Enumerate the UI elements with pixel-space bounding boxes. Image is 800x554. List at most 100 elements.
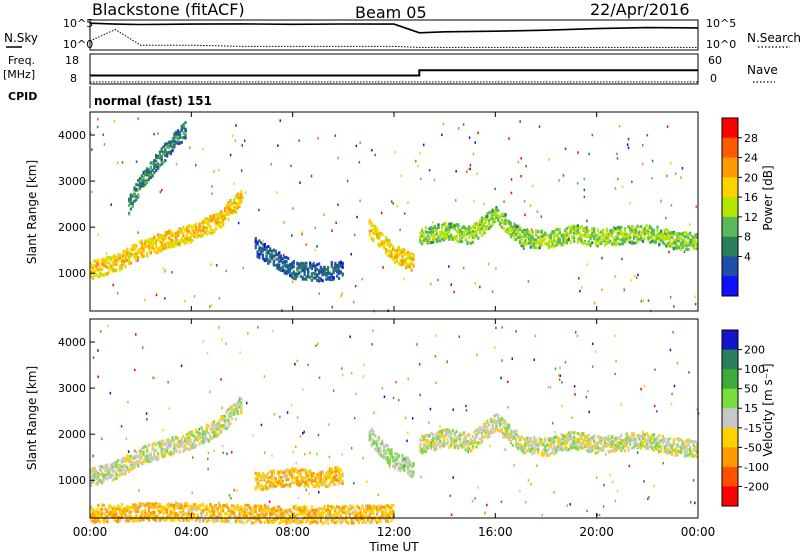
power-band-3	[674, 232, 677, 236]
power-band-3	[591, 229, 594, 232]
power-speckle	[601, 256, 603, 260]
velocity-band-3	[580, 446, 583, 450]
velocity-speckle	[302, 432, 304, 435]
velocity-band-0	[108, 467, 111, 471]
velocity-band-2	[403, 466, 406, 469]
velocity-band-1	[272, 476, 275, 480]
power-speckle	[215, 264, 218, 267]
power-band-1	[325, 267, 328, 271]
velocity-band-0	[189, 430, 192, 434]
velocity-band-3	[573, 442, 576, 446]
power-band-3	[565, 227, 569, 230]
velocity-band-3	[636, 445, 639, 448]
power-band-3	[672, 232, 675, 236]
velocity-band-3	[471, 444, 474, 448]
power-band-0	[175, 235, 178, 239]
velocity-band-0	[111, 473, 114, 477]
power-band-3	[661, 233, 664, 237]
velocity-band-3	[551, 447, 554, 451]
power-speckle	[350, 253, 352, 256]
velocity-speckle	[366, 480, 368, 483]
power-band-0	[111, 269, 114, 273]
power-band-4	[155, 155, 158, 159]
power-band-3	[623, 240, 626, 244]
velocity-band-0	[117, 465, 120, 469]
power-speckle	[529, 204, 532, 207]
power-band-3	[629, 236, 632, 240]
velocity-band-3	[426, 434, 429, 437]
velocity-band-3	[544, 452, 547, 456]
velocity-band-0	[213, 420, 216, 424]
power-band-3	[634, 233, 637, 237]
power-band-3	[547, 240, 550, 244]
velocity-band-3	[629, 438, 632, 442]
velocity-band-3	[475, 445, 478, 449]
power-band-0	[122, 261, 125, 265]
power-band-1	[267, 251, 270, 255]
power-band-3	[556, 228, 560, 231]
velocity-band-0	[187, 440, 190, 444]
power-band-2	[408, 255, 411, 259]
velocity-band-3	[432, 441, 435, 445]
power-speckle	[564, 147, 567, 150]
power-band-3	[616, 227, 619, 231]
power-band-1	[325, 274, 328, 278]
power-band-3	[683, 231, 686, 235]
power-band-1	[301, 277, 304, 281]
power-band-4	[164, 148, 167, 152]
velocity-band-1	[292, 470, 295, 474]
power-band-3	[538, 235, 541, 239]
power-band-3	[641, 229, 645, 233]
power-band-3	[585, 230, 588, 234]
velocity-speckle	[134, 368, 136, 372]
velocity-band-1	[325, 478, 328, 481]
power-band-1	[283, 262, 286, 266]
power-band-3	[468, 227, 471, 231]
velocity-band-3	[562, 434, 565, 438]
velocity-band-3	[558, 442, 561, 446]
velocity-band-3	[495, 428, 498, 431]
power-band-4	[158, 164, 161, 168]
velocity-band-0	[182, 434, 185, 438]
power-band-3	[533, 242, 536, 246]
power-band-3	[529, 238, 532, 242]
power-band-3	[517, 229, 520, 233]
velocity-band-3	[526, 436, 529, 440]
power-band-3	[562, 237, 565, 241]
power-speckle	[153, 132, 155, 136]
power-band-0	[113, 268, 116, 272]
power-band-2	[399, 263, 402, 267]
velocity-band-3	[585, 442, 588, 446]
power-band-0	[211, 214, 214, 218]
velocity-band-3	[593, 434, 596, 438]
velocity-band-3	[627, 438, 630, 442]
power-band-4	[146, 167, 149, 171]
velocity-band-3	[641, 436, 645, 440]
velocity-speckle	[153, 377, 155, 380]
power-speckle	[674, 172, 677, 175]
power-speckle	[695, 205, 697, 208]
velocity-band-3	[589, 450, 592, 454]
power-band-4	[160, 162, 163, 166]
power-band-0	[234, 204, 237, 208]
velocity-band-0	[218, 428, 221, 432]
velocity-band-1	[334, 472, 337, 476]
velocity-speckle	[671, 392, 673, 396]
power-band-3	[542, 233, 545, 237]
velocity-band-0	[140, 447, 143, 451]
power-band-1	[285, 255, 288, 259]
velocity-band-3	[560, 440, 563, 444]
velocity-band-3	[433, 448, 436, 452]
velocity-band-1	[336, 479, 339, 482]
power-band-2	[406, 254, 410, 257]
velocity-band-3	[448, 428, 451, 432]
velocity-band-3	[517, 447, 520, 450]
power-band-0	[151, 243, 154, 247]
velocity-band-0	[236, 403, 239, 407]
power-band-3	[690, 244, 693, 248]
velocity-band-0	[204, 432, 207, 436]
power-band-3	[535, 238, 538, 242]
power-band-4	[178, 141, 182, 145]
velocity-band-3	[602, 437, 605, 441]
